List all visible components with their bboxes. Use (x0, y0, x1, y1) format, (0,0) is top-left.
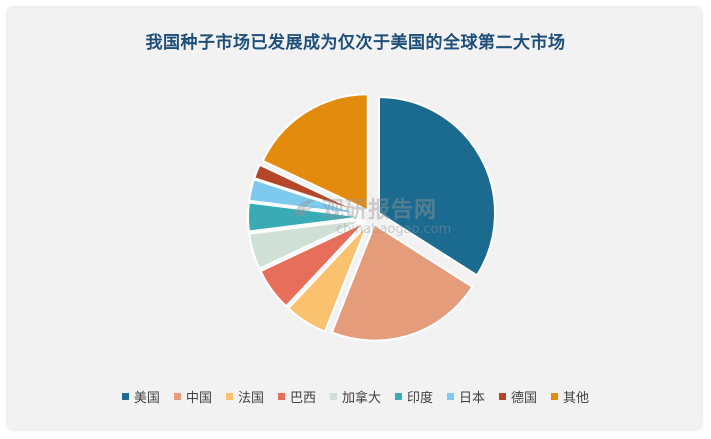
legend-swatch (499, 393, 507, 400)
legend-item: 德国 (499, 387, 537, 406)
watermark-logo-icon (294, 199, 316, 216)
pie-slice-中国 (330, 223, 474, 342)
pie-slice-日本 (247, 178, 365, 217)
legend-item: 其他 (551, 387, 589, 406)
legend-label: 巴西 (289, 391, 316, 406)
legend-label: 日本 (459, 391, 486, 406)
legend-label: 加拿大 (341, 391, 381, 406)
legend-item: 中国 (173, 387, 212, 406)
chart-legend: 美国 中国 法国 巴西 加拿大 印度 日本 德国 其他 (0, 387, 711, 406)
legend-label: 中国 (185, 391, 212, 406)
legend-item: 印度 (395, 387, 433, 406)
legend-label: 美国 (133, 391, 160, 406)
legend-swatch (121, 393, 129, 400)
legend-swatch (173, 393, 181, 400)
legend-label: 法国 (237, 391, 264, 406)
pie-slice-其他 (261, 93, 369, 212)
watermark-text: 观研报告网 (322, 198, 438, 223)
pie-slice-德国 (252, 163, 365, 216)
watermark-url: chinabaogao.com (336, 222, 452, 237)
legend-item: 美国 (121, 387, 160, 406)
legend-item: 加拿大 (329, 387, 381, 406)
legend-label: 德国 (511, 391, 538, 406)
legend-swatch (395, 393, 402, 400)
legend-item: 法国 (225, 387, 264, 406)
legend-item: 巴西 (277, 387, 316, 406)
legend-label: 印度 (407, 391, 434, 406)
legend-swatch (225, 393, 233, 400)
legend-item: 日本 (447, 387, 485, 406)
pie-slice-加拿大 (248, 218, 365, 270)
legend-swatch (277, 393, 285, 400)
legend-label: 其他 (563, 391, 590, 406)
pie-slice-美国 (378, 96, 496, 277)
pie-slice-法国 (286, 223, 369, 333)
chart-title: 我国种子市场已发展成为仅次于美国的全球第二大市场 (145, 33, 566, 53)
legend-swatch (447, 393, 455, 400)
legend-swatch (329, 393, 337, 400)
pie-slice-巴西 (259, 220, 367, 308)
pie-slice-印度 (247, 201, 365, 233)
legend-swatch (551, 393, 559, 400)
